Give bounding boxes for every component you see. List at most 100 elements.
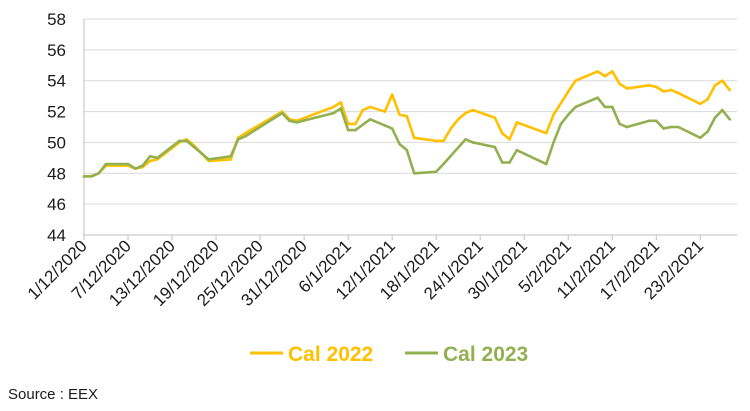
data-point-cal-2023 — [368, 117, 372, 121]
data-point-cal-2023 — [464, 138, 467, 141]
data-point-cal-2023 — [207, 158, 211, 161]
data-point-cal-2023 — [185, 139, 189, 143]
series-line-cal-2023 — [82, 96, 731, 178]
data-point-cal-2022 — [390, 93, 394, 96]
y-tick-label: 44 — [47, 226, 66, 245]
data-point-cal-2022 — [229, 158, 233, 161]
data-point-cal-2022 — [493, 116, 497, 120]
data-point-cal-2023 — [610, 105, 614, 109]
data-point-cal-2022 — [552, 113, 555, 116]
data-point-cal-2022 — [434, 139, 438, 143]
data-point-cal-2023 — [728, 117, 731, 121]
data-point-cal-2022 — [361, 108, 365, 112]
axes — [83, 19, 737, 240]
data-point-cal-2023 — [126, 162, 130, 166]
data-point-cal-2023 — [500, 161, 504, 164]
data-point-cal-2023 — [280, 111, 284, 115]
legend-label-cal-2023: Cal 2023 — [443, 343, 528, 366]
y-tick-label: 46 — [47, 195, 66, 214]
data-point-cal-2022 — [515, 121, 519, 124]
data-point-cal-2023 — [596, 96, 599, 99]
data-point-cal-2023 — [721, 108, 724, 112]
data-point-cal-2023 — [104, 162, 108, 166]
data-point-cal-2023 — [82, 175, 86, 178]
data-point-cal-2022 — [603, 74, 607, 78]
data-point-cal-2023 — [244, 134, 247, 138]
data-point-cal-2023 — [442, 162, 445, 166]
data-point-cal-2023 — [346, 128, 350, 132]
data-point-cal-2023 — [552, 141, 555, 144]
data-point-cal-2023 — [508, 161, 511, 164]
data-point-cal-2023 — [200, 151, 203, 155]
data-point-cal-2022 — [544, 131, 548, 135]
data-point-cal-2022 — [398, 113, 401, 116]
data-point-cal-2023 — [90, 175, 93, 178]
data-point-cal-2022 — [677, 91, 680, 95]
data-point-cal-2023 — [178, 139, 181, 143]
data-point-cal-2023 — [669, 125, 673, 129]
data-point-cal-2022 — [669, 88, 673, 92]
data-point-cal-2022 — [500, 131, 504, 135]
series-line-cal-2022 — [82, 70, 731, 178]
series-lines — [82, 70, 731, 178]
y-tick-label: 58 — [47, 10, 66, 29]
data-point-cal-2023 — [148, 155, 152, 158]
data-point-cal-2023 — [412, 171, 416, 175]
data-point-cal-2023 — [390, 127, 394, 130]
data-point-cal-2022 — [706, 97, 709, 101]
x-tick-labels: 1/12/20207/12/202013/12/202019/12/202025… — [24, 236, 707, 310]
data-point-cal-2023 — [713, 116, 717, 120]
data-point-cal-2023 — [398, 142, 401, 146]
legend-label-cal-2022: Cal 2022 — [288, 343, 373, 366]
data-point-cal-2022 — [721, 79, 724, 83]
data-point-cal-2022 — [596, 70, 599, 73]
data-point-cal-2023 — [434, 170, 438, 174]
data-point-cal-2023 — [515, 148, 519, 152]
data-point-cal-2023 — [677, 125, 680, 129]
y-tick-label: 52 — [47, 103, 66, 122]
data-point-cal-2022 — [713, 84, 717, 87]
data-point-cal-2022 — [405, 114, 409, 118]
data-point-cal-2023 — [544, 162, 548, 166]
data-point-cal-2022 — [244, 131, 247, 135]
data-point-cal-2023 — [574, 105, 577, 109]
data-point-cal-2023 — [471, 141, 475, 144]
data-point-cal-2022 — [332, 105, 335, 109]
data-point-cal-2023 — [699, 136, 702, 140]
data-point-cal-2022 — [610, 70, 614, 73]
data-point-cal-2023 — [354, 128, 357, 132]
data-point-cal-2022 — [662, 90, 665, 93]
data-point-cal-2022 — [508, 138, 511, 141]
data-point-cal-2023 — [618, 122, 621, 126]
data-point-cal-2022 — [625, 87, 629, 90]
data-point-cal-2023 — [97, 171, 100, 175]
data-point-cal-2022 — [368, 105, 372, 109]
y-tick-labels: 44 46 48 50 52 54 56 58 — [47, 10, 66, 245]
data-point-cal-2022 — [442, 139, 445, 143]
data-point-cal-2022 — [566, 90, 570, 93]
y-tick-label: 48 — [47, 164, 66, 183]
y-tick-label: 50 — [47, 133, 66, 152]
gridlines — [84, 18, 737, 205]
data-point-cal-2023 — [288, 119, 291, 123]
data-point-cal-2023 — [236, 138, 240, 141]
data-point-cal-2023 — [134, 167, 137, 170]
data-point-cal-2022 — [148, 159, 152, 163]
data-point-cal-2023 — [654, 119, 658, 123]
data-point-cal-2022 — [464, 111, 467, 115]
data-point-cal-2022 — [647, 84, 651, 87]
data-point-cal-2023 — [192, 145, 196, 149]
data-point-cal-2023 — [383, 124, 387, 127]
data-point-cal-2022 — [699, 102, 702, 106]
data-point-cal-2023 — [141, 164, 144, 167]
data-point-cal-2023 — [662, 127, 665, 130]
data-point-cal-2022 — [412, 136, 416, 140]
data-point-cal-2023 — [566, 113, 570, 116]
data-point-cal-2023 — [295, 121, 299, 124]
legend: Cal 2022 Cal 2023 — [250, 343, 528, 366]
source-note: Source : EEX — [8, 386, 98, 403]
data-point-cal-2022 — [383, 110, 387, 113]
data-point-cal-2022 — [339, 101, 343, 104]
